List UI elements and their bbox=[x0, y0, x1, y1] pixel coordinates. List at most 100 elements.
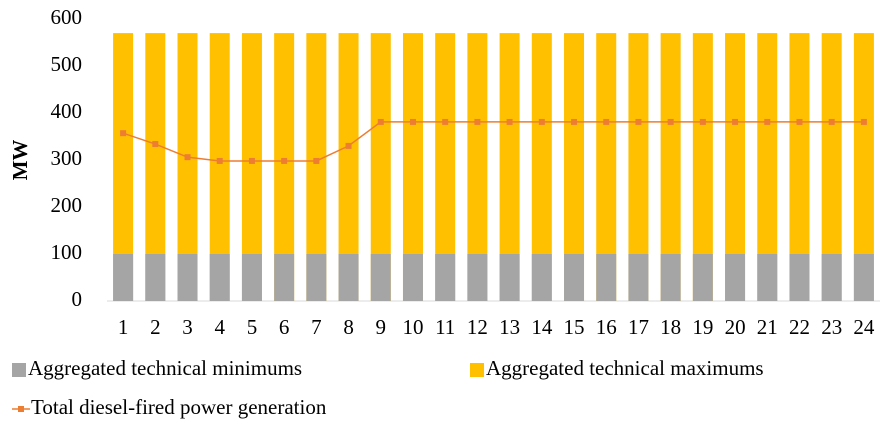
marker bbox=[571, 118, 578, 125]
bar bbox=[241, 254, 262, 301]
bar bbox=[821, 33, 842, 301]
bar bbox=[628, 33, 649, 301]
bar bbox=[531, 254, 552, 301]
x-tick-label: 12 bbox=[467, 315, 488, 339]
x-tick-label: 21 bbox=[757, 315, 778, 339]
x-tick-label: 18 bbox=[660, 315, 681, 339]
marker bbox=[699, 118, 706, 125]
x-tick-label: 7 bbox=[311, 315, 322, 339]
bar bbox=[402, 254, 423, 301]
bar bbox=[853, 33, 874, 301]
bar bbox=[177, 33, 198, 301]
bar bbox=[725, 254, 746, 301]
bar bbox=[177, 254, 198, 301]
x-tick-label: 11 bbox=[435, 315, 455, 339]
x-tick-label: 23 bbox=[821, 315, 842, 339]
legend-swatch bbox=[18, 406, 24, 412]
bar bbox=[338, 254, 359, 301]
marker bbox=[635, 118, 642, 125]
marker bbox=[442, 118, 449, 125]
bar bbox=[692, 254, 713, 301]
bar bbox=[564, 33, 585, 301]
marker bbox=[732, 118, 739, 125]
bar bbox=[660, 33, 681, 301]
legend-swatch bbox=[470, 363, 484, 377]
x-tick-label: 8 bbox=[343, 315, 354, 339]
legend-swatch bbox=[12, 363, 26, 377]
bar bbox=[467, 33, 488, 301]
bar bbox=[274, 254, 295, 301]
bar bbox=[628, 254, 649, 301]
x-tick-label: 1 bbox=[118, 315, 129, 339]
x-tick-label: 24 bbox=[853, 315, 875, 339]
bar bbox=[113, 254, 134, 301]
bar bbox=[757, 254, 778, 301]
bar bbox=[564, 254, 585, 301]
x-tick-label: 5 bbox=[247, 315, 258, 339]
marker bbox=[184, 154, 191, 161]
bar bbox=[145, 33, 166, 301]
y-tick-label: 200 bbox=[51, 193, 83, 217]
bar bbox=[209, 33, 230, 301]
bar bbox=[338, 33, 359, 301]
marker bbox=[120, 130, 127, 137]
bar bbox=[789, 33, 810, 301]
marker bbox=[281, 157, 288, 164]
bar bbox=[596, 33, 617, 301]
bar bbox=[402, 33, 423, 301]
marker bbox=[667, 118, 674, 125]
legend-label: Total diesel-fired power generation bbox=[31, 395, 327, 419]
bar bbox=[531, 33, 552, 301]
bar bbox=[370, 33, 391, 301]
x-tick-label: 20 bbox=[725, 315, 746, 339]
bar bbox=[757, 33, 778, 301]
x-tick-label: 16 bbox=[596, 315, 617, 339]
x-tick-label: 15 bbox=[564, 315, 585, 339]
x-tick-label: 3 bbox=[182, 315, 193, 339]
bar bbox=[274, 33, 295, 301]
bar bbox=[435, 254, 456, 301]
marker bbox=[474, 118, 481, 125]
bar bbox=[145, 254, 166, 301]
y-tick-label: 300 bbox=[51, 146, 83, 170]
marker bbox=[538, 118, 545, 125]
x-tick-label: 22 bbox=[789, 315, 810, 339]
line bbox=[122, 121, 864, 162]
bar bbox=[725, 33, 746, 301]
marker bbox=[216, 157, 223, 164]
marker bbox=[860, 118, 867, 125]
bar bbox=[789, 254, 810, 301]
y-tick-label: 0 bbox=[72, 287, 83, 311]
y-tick-label: 500 bbox=[51, 52, 83, 76]
marker bbox=[603, 118, 610, 125]
marker bbox=[377, 118, 384, 125]
y-tick-label: 100 bbox=[51, 240, 83, 264]
bar bbox=[435, 33, 456, 301]
x-tick-label: 6 bbox=[279, 315, 290, 339]
marker bbox=[152, 141, 159, 148]
x-tick-label: 10 bbox=[402, 315, 423, 339]
x-tick-label: 19 bbox=[692, 315, 713, 339]
marker bbox=[409, 118, 416, 125]
marker bbox=[345, 142, 352, 149]
bar bbox=[692, 33, 713, 301]
y-tick-label: 600 bbox=[51, 5, 83, 29]
bar bbox=[209, 254, 230, 301]
x-tick-label: 17 bbox=[628, 315, 649, 339]
x-tick-label: 14 bbox=[531, 315, 553, 339]
bar bbox=[853, 254, 874, 301]
bar bbox=[499, 254, 520, 301]
marker bbox=[313, 157, 320, 164]
bar bbox=[467, 254, 488, 301]
bar bbox=[306, 33, 327, 301]
bar bbox=[821, 254, 842, 301]
legend-label: Aggregated technical minimums bbox=[28, 356, 302, 380]
x-tick-label: 4 bbox=[214, 315, 225, 339]
x-tick-label: 2 bbox=[150, 315, 161, 339]
bar bbox=[660, 254, 681, 301]
marker bbox=[248, 157, 255, 164]
x-tick-label: 9 bbox=[376, 315, 387, 339]
marker bbox=[764, 118, 771, 125]
bar bbox=[370, 254, 391, 301]
